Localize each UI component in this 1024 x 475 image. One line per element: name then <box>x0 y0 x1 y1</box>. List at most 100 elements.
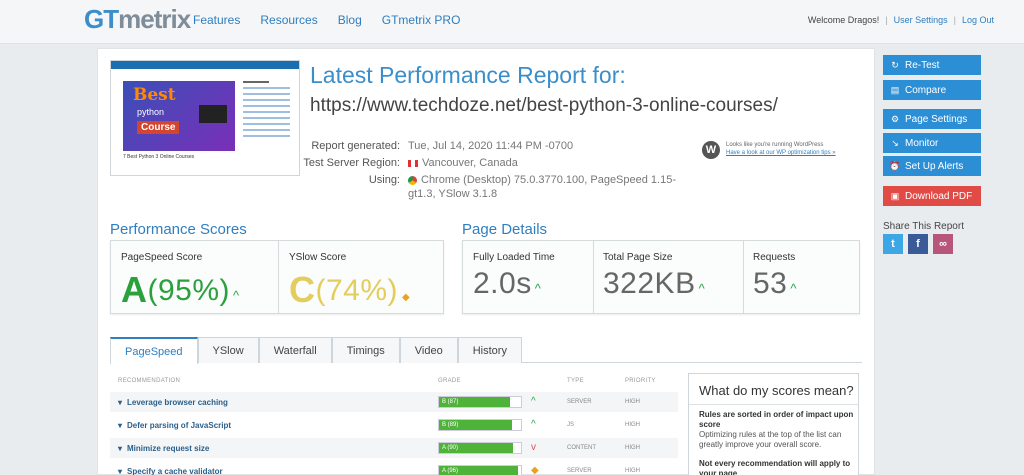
tab-pagespeed[interactable]: PageSpeed <box>110 337 198 364</box>
col-header-priority: PRIORITY <box>625 378 656 384</box>
thumbnail-hero: Best python Course <box>123 81 235 151</box>
twitter-share-icon[interactable]: t <box>883 234 903 254</box>
nav-link-resources[interactable]: Resources <box>260 13 318 27</box>
gtmetrix-logo[interactable]: GTmetrix <box>84 4 191 35</box>
download-pdf-button[interactable]: ▣ Download PDF <box>883 186 981 206</box>
thumbnail-caption: 7 Best Python 3 Online Courses <box>123 154 195 160</box>
separator: | <box>885 15 888 25</box>
table-row[interactable]: Defer parsing of JavaScript B (89) ^ JS HIGH <box>110 415 678 435</box>
logo-part-metrix: metrix <box>118 4 191 34</box>
divider <box>278 241 279 313</box>
recommendation-name[interactable]: Leverage browser caching <box>118 398 228 407</box>
grade-bar-fill: B (89) <box>439 420 512 430</box>
scores-help-box: What do my scores mean? Rules are sorted… <box>688 373 859 475</box>
load-time-number: 2.0s <box>473 267 532 300</box>
grade-bar-fill: A (96) <box>439 466 518 475</box>
top-nav-bar: GTmetrix Features Resources Blog GTmetri… <box>0 0 1024 44</box>
tab-timings[interactable]: Timings <box>331 337 400 363</box>
logout-link[interactable]: Log Out <box>961 15 994 25</box>
wordpress-tips-link[interactable]: Have a look at our WP optimization tips … <box>726 150 836 156</box>
retest-label: Re-Test <box>905 60 940 71</box>
pagespeed-grade: A <box>121 269 148 310</box>
link-share-icon[interactable]: ∞ <box>933 234 953 254</box>
page-size-number: 322KB <box>603 267 696 300</box>
recommendation-priority: HIGH <box>625 399 640 405</box>
grade-bar: A (96) <box>438 465 522 475</box>
help-text-optimizing: Optimizing rules at the top of the list … <box>699 430 842 449</box>
graduation-cap-icon <box>199 105 227 123</box>
refresh-icon: ↻ <box>891 60 899 70</box>
col-header-grade: GRADE <box>438 378 461 384</box>
tab-video[interactable]: Video <box>399 337 458 363</box>
page-details-title: Page Details <box>462 221 548 238</box>
yslow-score-value: C(74%) ◆ <box>289 267 410 310</box>
grade-bar-fill: A (90) <box>439 443 513 453</box>
table-row[interactable]: Leverage browser caching B (87) ^ SERVER HIG… <box>110 392 678 412</box>
recommendation-name[interactable]: Defer parsing of JavaScript <box>118 421 231 430</box>
divider <box>593 241 594 313</box>
using-label: Using: <box>368 174 400 186</box>
page-settings-button[interactable]: ⚙ Page Settings <box>883 109 981 129</box>
compare-icon: ▤ <box>890 85 900 95</box>
user-bar: Welcome Dragos! | User Settings | Log Ou… <box>808 15 994 25</box>
recommendation-name[interactable]: Specify a cache validator <box>118 467 223 475</box>
alarm-icon: ⏰ <box>889 161 901 171</box>
recommendation-type: SERVER <box>567 468 592 474</box>
help-title: What do my scores mean? <box>699 383 854 398</box>
requests-number: 53 <box>753 267 788 300</box>
requests-label: Requests <box>753 252 796 263</box>
trend-up-icon: ^ <box>534 281 542 296</box>
load-time-label: Fully Loaded Time <box>473 252 555 263</box>
trend-neutral-icon: ◆ <box>531 465 539 475</box>
wordpress-icon: W <box>702 141 720 159</box>
pagespeed-percent: (95%) <box>147 274 231 307</box>
nav-link-blog[interactable]: Blog <box>337 13 362 27</box>
recommendation-type: CONTENT <box>567 445 596 451</box>
using-value: Chrome (Desktop) 75.0.3770.100, PageSpee… <box>408 174 676 200</box>
welcome-text: Welcome Dragos! <box>807 15 880 25</box>
table-row[interactable]: Minimize request size A (90) v CONTENT HIGH <box>110 438 678 458</box>
divider <box>689 404 858 405</box>
monitor-button[interactable]: ↘ Monitor <box>883 133 981 153</box>
facebook-share-icon[interactable]: f <box>908 234 928 254</box>
recommendation-type: SERVER <box>567 399 592 405</box>
retest-button[interactable]: ↻ Re-Test <box>883 55 981 75</box>
nav-link-pro[interactable]: GTmetrix PRO <box>381 13 461 27</box>
tab-yslow[interactable]: YSlow <box>197 337 259 363</box>
trend-up-icon: ^ <box>790 281 797 296</box>
pagespeed-score-value: A(95%) ^ <box>121 267 240 310</box>
performance-scores-title: Performance Scores <box>110 221 247 238</box>
page-details-box: Fully Loaded Time 2.0s ^ Total Page Size … <box>462 240 860 314</box>
thumbnail-python-text: python <box>137 107 165 117</box>
trend-up-icon: ^ <box>531 419 536 430</box>
yslow-score-label: YSlow Score <box>289 252 347 263</box>
set-up-alerts-button[interactable]: ⏰ Set Up Alerts <box>883 156 981 176</box>
grade-bar: A (90) <box>438 442 522 454</box>
requests-value: 53 ^ <box>753 267 797 301</box>
performance-scores-box: PageSpeed Score A(95%) ^ YSlow Score C(74… <box>110 240 444 314</box>
tab-history[interactable]: History <box>457 337 522 363</box>
download-pdf-label: Download PDF <box>905 191 973 202</box>
generated-label: Report generated: <box>311 140 400 152</box>
yslow-percent: (74%) <box>315 274 399 307</box>
table-row[interactable]: Specify a cache validator A (96) ◆ SERVER HI… <box>110 461 678 475</box>
page-screenshot-thumbnail: Best python Course 7 Best Python 3 Onlin… <box>110 60 300 176</box>
recommendation-priority: HIGH <box>625 445 640 451</box>
compare-button[interactable]: ▤ Compare <box>883 80 981 100</box>
col-header-recommendation: RECOMMENDATION <box>118 378 181 384</box>
nav-link-features[interactable]: Features <box>193 13 241 27</box>
recommendation-priority: HIGH <box>625 468 640 474</box>
generated-value: Tue, Jul 14, 2020 11:44 PM -0700 <box>408 140 574 152</box>
monitor-icon: ↘ <box>891 138 899 148</box>
user-settings-link[interactable]: User Settings <box>893 15 948 25</box>
grade-bar: B (87) <box>438 396 522 408</box>
trend-down-icon: v <box>531 442 536 453</box>
thumbnail-header-bar <box>111 61 299 69</box>
recommendation-name[interactable]: Minimize request size <box>118 444 209 453</box>
recommendation-priority: HIGH <box>625 422 640 428</box>
thumbnail-sidebar <box>243 81 295 161</box>
col-header-type: TYPE <box>567 378 584 384</box>
thumbnail-course-text: Course <box>137 121 180 134</box>
load-time-value: 2.0s ^ <box>473 267 541 301</box>
tab-waterfall[interactable]: Waterfall <box>258 337 332 363</box>
